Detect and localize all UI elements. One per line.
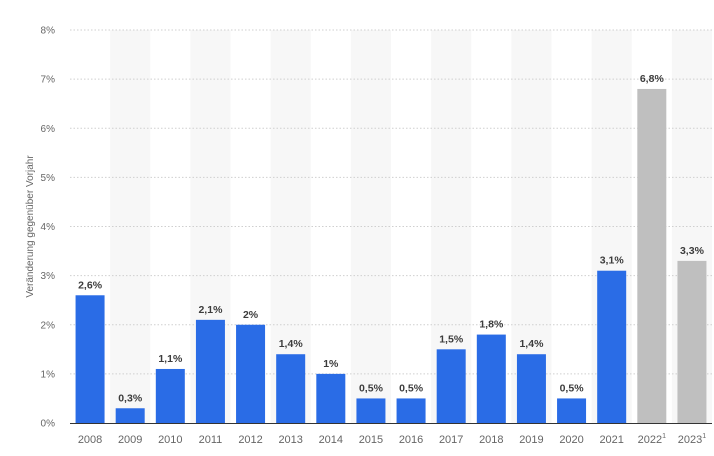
bars bbox=[75, 88, 707, 423]
bar bbox=[236, 324, 266, 423]
x-tick-label: 2009 bbox=[118, 434, 142, 446]
bar bbox=[637, 88, 667, 423]
x-tick-label: 2011 bbox=[199, 434, 223, 446]
bar-value-label: 0,3% bbox=[118, 392, 143, 404]
x-tick-label: 2015 bbox=[359, 434, 383, 446]
bar-value-label: 0,5% bbox=[399, 382, 424, 394]
x-tick-label: 2008 bbox=[78, 434, 102, 446]
bar bbox=[195, 319, 225, 423]
bar bbox=[276, 354, 306, 423]
x-tick-label: 2019 bbox=[519, 434, 543, 446]
x-tick-label: 2010 bbox=[158, 434, 182, 446]
bar-value-label: 2% bbox=[243, 309, 259, 321]
bar bbox=[436, 349, 466, 423]
bar-value-label: 3,1% bbox=[600, 255, 625, 267]
x-tick-label: 2017 bbox=[439, 434, 463, 446]
y-tick-label: 3% bbox=[41, 271, 56, 282]
bar bbox=[476, 334, 506, 423]
x-tick-label: 2020 bbox=[559, 434, 583, 446]
bar-value-label: 2,6% bbox=[78, 279, 103, 291]
bar bbox=[557, 398, 587, 423]
y-tick-label: 1% bbox=[41, 369, 56, 380]
y-axis-title: Veränderung gegenüber Vorjahr bbox=[25, 155, 36, 298]
x-tick-label: 20231 bbox=[678, 433, 706, 446]
y-tick-label: 7% bbox=[41, 75, 56, 86]
y-tick-label: 2% bbox=[41, 320, 56, 331]
bar bbox=[677, 260, 707, 423]
bar bbox=[316, 373, 346, 423]
bar-value-label: 1,4% bbox=[519, 338, 544, 350]
bar-value-label: 3,3% bbox=[680, 245, 705, 257]
bar-value-label: 1% bbox=[323, 358, 339, 370]
bar bbox=[75, 295, 105, 423]
x-tick-label: 2021 bbox=[599, 434, 623, 446]
bar-value-label: 0,5% bbox=[359, 382, 384, 394]
bar bbox=[155, 368, 185, 423]
y-tick-label: 6% bbox=[41, 124, 56, 135]
x-tick-label: 20221 bbox=[638, 433, 666, 446]
bar bbox=[356, 398, 386, 423]
bar bbox=[396, 398, 426, 423]
bar-value-labels: 2,6% 0,3% 1,1% 2,1% 2% 1,4% 1% 0,5% 0,5% 1,5% 1,8%… bbox=[78, 73, 704, 404]
x-tick-label: 2016 bbox=[399, 434, 423, 446]
bar-value-label: 0,5% bbox=[560, 382, 585, 394]
background-band bbox=[350, 30, 391, 423]
y-tick-label: 8% bbox=[41, 26, 56, 37]
x-tick-label: 2014 bbox=[319, 434, 343, 446]
bar-value-label: 1,8% bbox=[479, 319, 504, 331]
bar-value-label: 1,4% bbox=[279, 338, 304, 350]
x-tick-label: 2018 bbox=[479, 434, 503, 446]
bar-value-label: 6,8% bbox=[640, 73, 665, 85]
x-tick-label: 2012 bbox=[238, 434, 262, 446]
x-tick-label: 2013 bbox=[278, 434, 302, 446]
y-tick-label: 0% bbox=[41, 419, 56, 430]
bar-value-label: 1,1% bbox=[158, 353, 183, 365]
bar-value-label: 2,1% bbox=[198, 304, 223, 316]
bar bbox=[597, 270, 627, 423]
bar bbox=[115, 408, 145, 423]
bar-value-label: 1,5% bbox=[439, 333, 464, 345]
y-tick-label: 4% bbox=[41, 222, 56, 233]
y-axis-ticks: 0% 1% 2% 3% 4% 5% 6% 7% 8% bbox=[41, 26, 56, 430]
bar bbox=[516, 354, 546, 423]
x-axis-ticks: 2008 2009 2010 2011 2012 2013 2014 2015 2016 2017… bbox=[78, 433, 706, 446]
y-tick-label: 5% bbox=[41, 173, 56, 184]
